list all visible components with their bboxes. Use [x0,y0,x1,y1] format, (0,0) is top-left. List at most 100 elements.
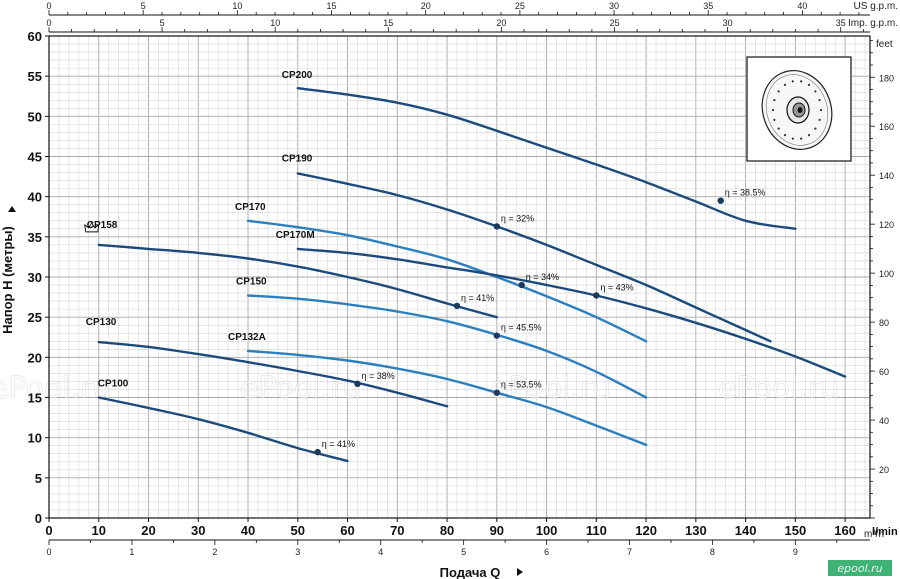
watermark-text: ePool.ru [0,371,111,406]
impeller-hole-icon [783,83,787,86]
curve-cp100 [97,396,349,463]
efficiency-label-cp130: η = 38% [361,371,394,381]
x-tick-label: 120 [635,523,657,538]
efficiency-label-cp170m: η = 43% [600,282,633,292]
x-tick-label: 130 [685,523,707,538]
us-gpm-unit-label: US g.p.m. [854,1,898,12]
m3h-tick-label: 4 [378,547,383,557]
site-logo-badge [828,560,892,576]
impeller-inset [746,56,852,162]
x-axis-title: Подача Q [440,565,501,579]
impeller-hole-icon [814,90,817,93]
impeller-hole-icon [773,99,776,102]
curve-cp170m [296,247,847,378]
x-tick-label: 60 [340,523,354,538]
y-tick-label: 40 [28,190,42,205]
imp-gpm-tick-label: 5 [160,18,165,28]
efficiency-point-cp130 [354,380,361,388]
impeller-hole-icon [807,134,811,137]
feet-tick-label: 100 [879,269,894,279]
x-unit-label: l/min [872,526,898,538]
impeller-hole-icon [814,127,817,130]
x-tick-label: 100 [536,523,558,538]
curve-label-cp100: CP100 [98,379,129,390]
feet-tick-label: 140 [879,171,894,181]
feet-tick-label: 180 [879,73,894,83]
imp-gpm-unit-label: Imp. g.p.m. [848,18,898,29]
efficiency-label-cp190: η = 32% [501,213,534,223]
feet-tick-label: 120 [879,220,894,230]
impeller-hole-icon [777,90,780,93]
efficiency-point-cp150 [493,332,501,339]
x-tick-label: 0 [45,523,52,538]
us-gpm-tick-label: 20 [421,1,431,11]
y-tick-label: 55 [28,69,42,84]
m3h-tick-label: 1 [129,547,134,557]
imp-gpm-tick-label: 15 [383,18,393,28]
x-axis-arrow-icon [517,568,523,576]
us-gpm-tick-label: 10 [232,1,242,11]
impeller-hole-icon [818,118,821,121]
efficiency-label-cp100: η = 41% [322,439,355,449]
y-tick-label: 20 [28,350,42,365]
x-tick-label: 10 [92,523,106,538]
curve-label-cp170m: CP170M [276,230,315,241]
us-gpm-tick-label: 0 [46,1,51,11]
efficiency-point-cp158 [453,302,461,310]
curve-cp130 [97,340,449,408]
feet-tick-label: 160 [879,122,894,132]
us-gpm-tick-label: 30 [609,1,619,11]
y-axis-title: Напор H (метры) [0,226,15,334]
x-tick-label: 80 [440,523,454,538]
x-tick-label: 110 [586,523,607,538]
efficiency-point-cp190 [493,223,501,230]
x-tick-label: 90 [490,523,504,538]
curve-cp170 [246,219,648,343]
x-tick-label: 40 [241,523,255,538]
imp-gpm-tick-label: 20 [496,18,506,28]
impeller-hole-icon [773,118,776,121]
x-tick-label: 30 [191,523,205,538]
us-gpm-tick-label: 25 [515,1,525,11]
us-gpm-tick-label: 40 [797,1,807,11]
y-axis-arrow-icon [8,206,16,212]
imp-gpm-tick-label: 30 [723,18,733,28]
m3h-tick-label: 9 [793,547,798,557]
efficiency-point-cp100 [314,448,321,456]
curve-label-cp200: CP200 [282,70,313,81]
impeller-hole-icon [777,127,780,130]
curve-label-cp170: CP170 [235,202,266,213]
curve-cp150 [246,294,648,399]
impeller-bore-icon [797,107,803,113]
curve-cp200 [296,87,797,230]
watermark-text: ePool.ru [490,371,611,406]
curve-label-cp158: CP158 [87,220,118,231]
imp-gpm-tick-label: 10 [270,18,280,28]
y-tick-label: 60 [28,29,42,44]
y-tick-label: 35 [28,230,42,245]
m3h-tick-label: 8 [710,547,715,557]
imp-gpm-tick-label: 25 [609,18,619,28]
us-gpm-tick-label: 15 [327,1,337,11]
curve-cp190 [296,172,772,343]
impeller-hole-icon [783,134,787,137]
imp-gpm-tick-label: 0 [46,18,51,28]
efficiency-point-cp170 [518,281,525,289]
x-tick-label: 150 [785,523,807,538]
crown-icon [84,221,100,233]
impeller-hole-icon [800,137,803,140]
efficiency-point-cp170m [593,292,600,299]
efficiency-label-cp150: η = 45.5% [501,323,542,333]
y-tick-label: 50 [28,109,42,124]
y-tick-label: 45 [28,150,42,165]
efficiency-point-cp200 [717,197,724,204]
feet-unit-label: feet [876,39,893,50]
impeller-hole-icon [819,108,823,112]
impeller-hole-icon [791,137,794,140]
impeller-hole-icon [771,108,775,112]
x-tick-label: 20 [141,523,155,538]
curve-cp132a [246,349,648,447]
efficiency-label-cp132a: η = 53.5% [501,380,542,390]
y-tick-label: 10 [28,431,42,446]
